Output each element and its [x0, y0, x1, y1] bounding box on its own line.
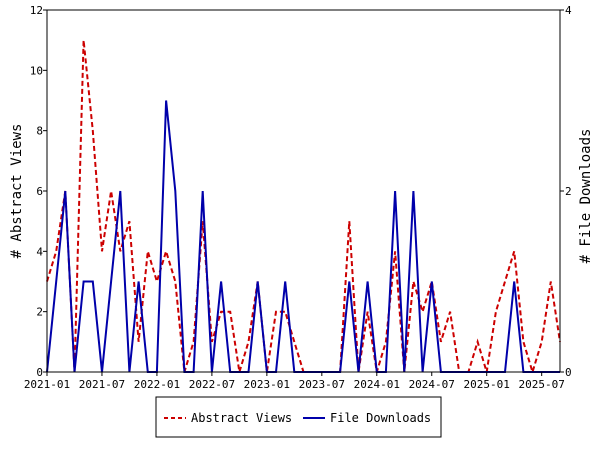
right-axis-title: # File Downloads — [578, 129, 594, 264]
left-tick-label: 10 — [30, 64, 43, 77]
legend-box — [155, 396, 442, 438]
right-tick-label: 4 — [565, 4, 572, 17]
x-tick-label: 2021-07 — [79, 378, 125, 391]
x-tick-label: 2024-07 — [409, 378, 455, 391]
left-tick-label: 8 — [36, 125, 43, 138]
left-tick-label: 4 — [36, 245, 43, 258]
x-tick-label: 2024-01 — [354, 378, 400, 391]
left-tick-label: 12 — [30, 4, 43, 17]
left-tick-label: 6 — [36, 185, 43, 198]
x-tick-label: 2023-01 — [244, 378, 290, 391]
right-tick-label: 0 — [565, 366, 572, 379]
axis-layer: 0 2 4 6 8 10 12 0 2 4 2021-01 2021-07 2022-01 2022-07… — [24, 4, 572, 391]
left-tick-label: 0 — [36, 366, 43, 379]
x-tick-label: 2025-01 — [464, 378, 510, 391]
legend: Abstract Views File Downloads — [155, 396, 442, 438]
x-tick-label: 2025-07 — [518, 378, 564, 391]
left-tick-label: 2 — [36, 306, 43, 319]
x-tick-label: 2023-07 — [299, 378, 345, 391]
legend-label-abstract-views: Abstract Views — [191, 411, 292, 425]
legend-label-file-downloads: File Downloads — [330, 411, 431, 425]
right-tick-label: 2 — [565, 185, 572, 198]
x-tick-label: 2022-01 — [134, 378, 180, 391]
left-axis-title: # Abstract Views — [9, 124, 25, 259]
x-tick-label: 2021-01 — [24, 378, 70, 391]
x-tick-label: 2022-07 — [189, 378, 235, 391]
